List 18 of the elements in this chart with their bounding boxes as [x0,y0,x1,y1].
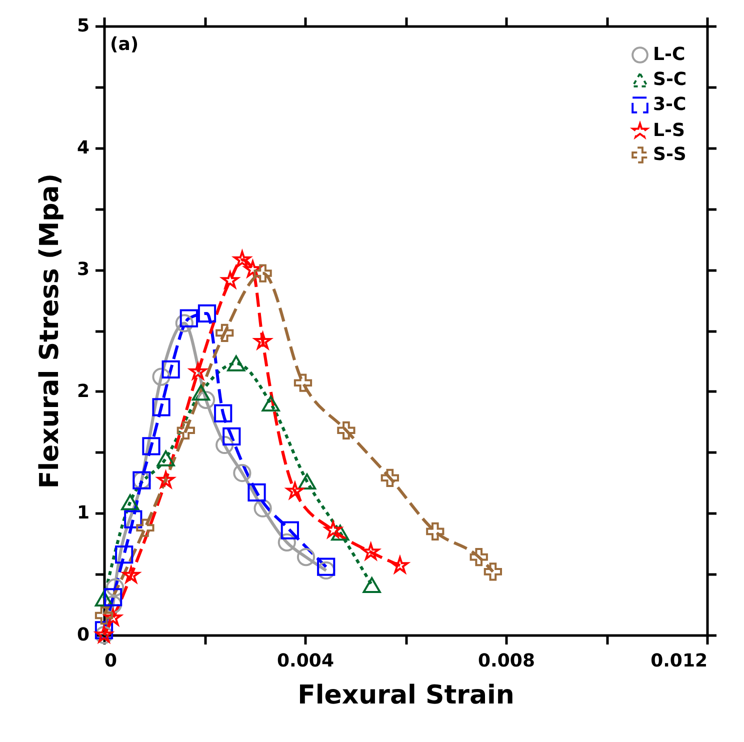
x-tick-label: 0.004 [277,650,334,672]
x-tick-label: 0 [104,650,118,672]
annotation: (a) [110,34,139,55]
legend-label: L-S [653,120,685,141]
y-tick-label: 1 [76,502,90,524]
x-tick-label: 0.012 [650,650,708,672]
x-axis-title: Flexural Strain [298,680,514,710]
y-tick-label: 4 [76,137,90,158]
y-tick-label: 5 [76,16,90,36]
y-tick-label: 2 [76,380,90,402]
y-tick-label: 0 [76,624,90,646]
legend-label: 3-C [653,94,686,115]
legend-label: L-C [653,44,686,65]
legend-label: S-C [653,69,687,90]
legend-label: S-S [653,144,686,165]
y-axis-title: Flexural Stress (Mpa) [34,173,65,489]
x-tick-label: 0.008 [478,650,535,672]
y-tick-label: 3 [76,259,90,280]
